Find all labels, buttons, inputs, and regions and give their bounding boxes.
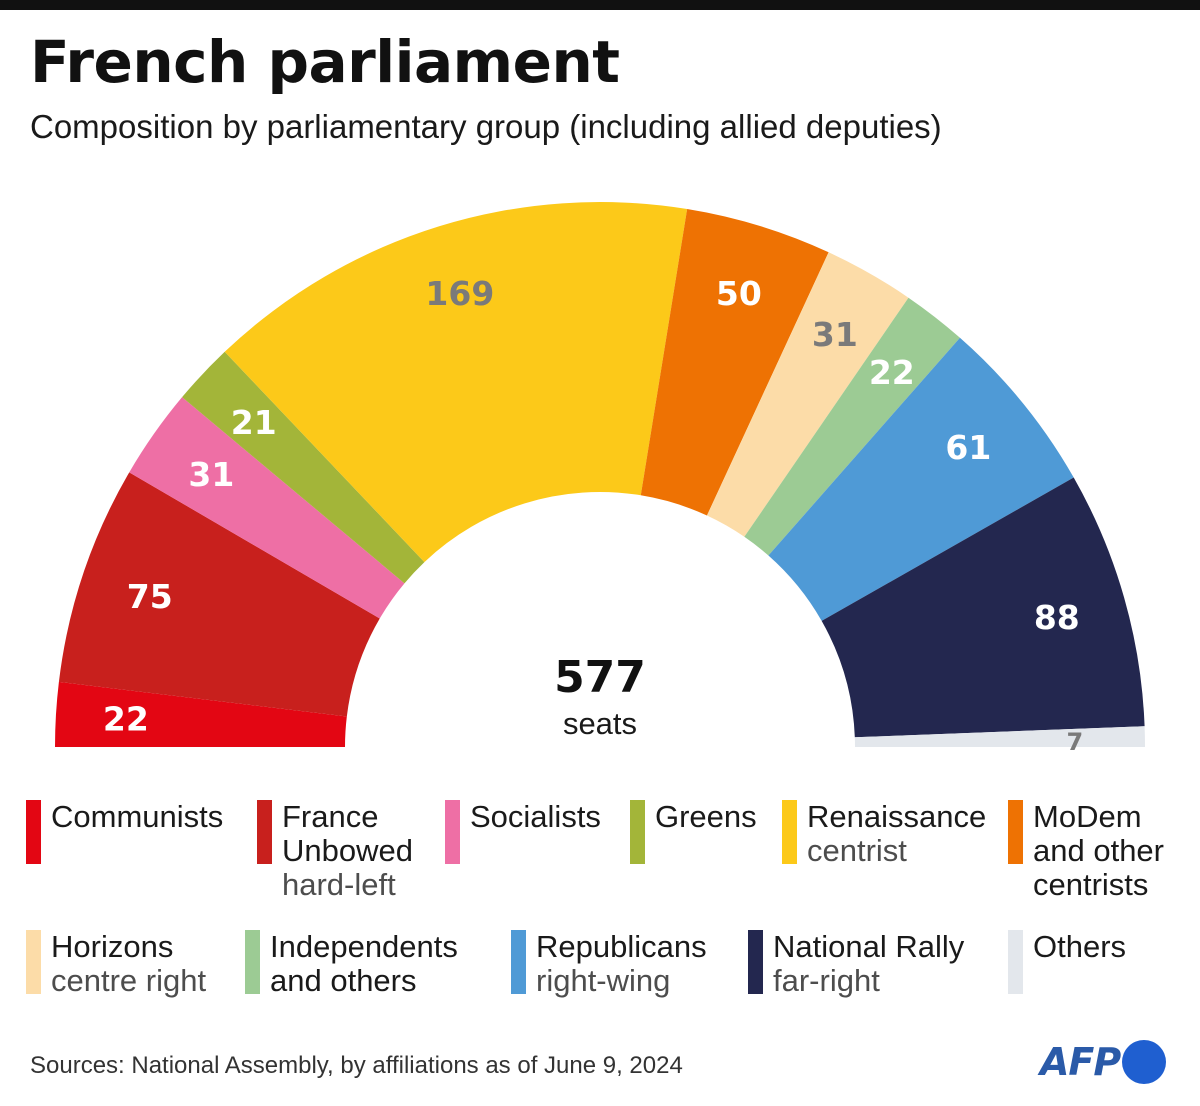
legend-label: Socialists bbox=[470, 799, 601, 834]
afp-logo-dot bbox=[1122, 1040, 1167, 1084]
chart-subtitle: Composition by parliamentary group (incl… bbox=[30, 108, 942, 145]
legend-label: Republicans bbox=[536, 929, 707, 964]
legend-item-communists: Communists bbox=[26, 800, 223, 864]
legend-label: MoDem and other centrists bbox=[1033, 799, 1164, 902]
segment-modem-and-other-centrists bbox=[640, 209, 829, 516]
total-seats-value: 577 bbox=[554, 652, 646, 703]
legend-label: Greens bbox=[655, 799, 757, 834]
segment-france-unbowed bbox=[58, 472, 380, 717]
source-note: Sources: National Assembly, by affiliati… bbox=[30, 1052, 683, 1079]
legend-swatch bbox=[1008, 800, 1023, 864]
segment-renaissance bbox=[224, 202, 688, 563]
legend-sublabel: right-wing bbox=[536, 963, 671, 998]
data-label: 22 bbox=[869, 353, 915, 392]
legend-item-france-unbowed: France Unbowed hard-left bbox=[257, 800, 413, 902]
legend-swatch bbox=[26, 930, 41, 994]
legend-swatch bbox=[1008, 930, 1023, 994]
legend-sublabel: hard-left bbox=[282, 867, 396, 902]
parliament-chart: 22 75 31 21 169 50 31 22 61 88 7 577 seats bbox=[55, 202, 1145, 756]
legend-item-republicans: Republicans right-wing bbox=[511, 930, 707, 998]
data-label: 75 bbox=[127, 577, 173, 616]
legend-sublabel: centre right bbox=[51, 963, 207, 998]
legend-label: Renaissance bbox=[807, 799, 987, 834]
segment-socialists bbox=[129, 397, 405, 619]
legend-item-greens: Greens bbox=[630, 800, 757, 864]
legend-swatch bbox=[445, 800, 460, 864]
segment-horizons bbox=[706, 252, 909, 537]
legend-label: Others bbox=[1033, 929, 1127, 964]
legend-label: Horizons bbox=[51, 929, 174, 964]
segment-greens bbox=[182, 351, 425, 584]
legend-item-others: Others bbox=[1008, 930, 1126, 994]
legend-label: National Rally bbox=[773, 929, 965, 964]
legend-sublabel: far-right bbox=[773, 963, 880, 998]
data-label: 169 bbox=[425, 274, 494, 313]
segment-communists bbox=[55, 681, 347, 747]
legend-label: France Unbowed bbox=[282, 799, 413, 868]
legend-sublabel: centrist bbox=[807, 833, 907, 868]
legend-label: Independents and others bbox=[270, 929, 458, 998]
data-label: 7 bbox=[1067, 728, 1084, 756]
legend-label: Communists bbox=[51, 799, 224, 834]
total-seats-unit: seats bbox=[563, 706, 637, 741]
afp-logo: AFP bbox=[1040, 1040, 1167, 1084]
legend-swatch bbox=[511, 930, 526, 994]
data-label: 31 bbox=[188, 455, 234, 494]
legend-item-independents: Independents and others bbox=[245, 930, 458, 998]
legend-item-renaissance: Renaissance centrist bbox=[782, 800, 986, 868]
legend-item-horizons: Horizons centre right bbox=[26, 930, 206, 998]
data-label: 88 bbox=[1034, 598, 1080, 637]
legend-item-national-rally: National Rally far-right bbox=[748, 930, 964, 998]
data-label: 31 bbox=[812, 315, 858, 354]
legend-item-modem: MoDem and other centrists bbox=[1008, 800, 1164, 902]
data-label: 61 bbox=[945, 428, 991, 467]
legend-swatch bbox=[26, 800, 41, 864]
legend-swatch bbox=[245, 930, 260, 994]
data-label: 50 bbox=[716, 274, 762, 313]
legend-swatch bbox=[748, 930, 763, 994]
data-label: 22 bbox=[103, 700, 149, 739]
afp-logo-text: AFP bbox=[1040, 1040, 1121, 1084]
data-label: 21 bbox=[231, 403, 277, 442]
segment-others bbox=[854, 726, 1145, 747]
segment-republicans bbox=[768, 337, 1074, 621]
legend-swatch bbox=[782, 800, 797, 864]
legend-item-socialists: Socialists bbox=[445, 800, 601, 864]
legend-swatch bbox=[257, 800, 272, 864]
chart-title: French parliament bbox=[30, 28, 620, 96]
segment-national-rally bbox=[821, 477, 1145, 738]
top-bar bbox=[0, 0, 1200, 10]
legend-swatch bbox=[630, 800, 645, 864]
segment-independents-and-others bbox=[744, 297, 960, 556]
